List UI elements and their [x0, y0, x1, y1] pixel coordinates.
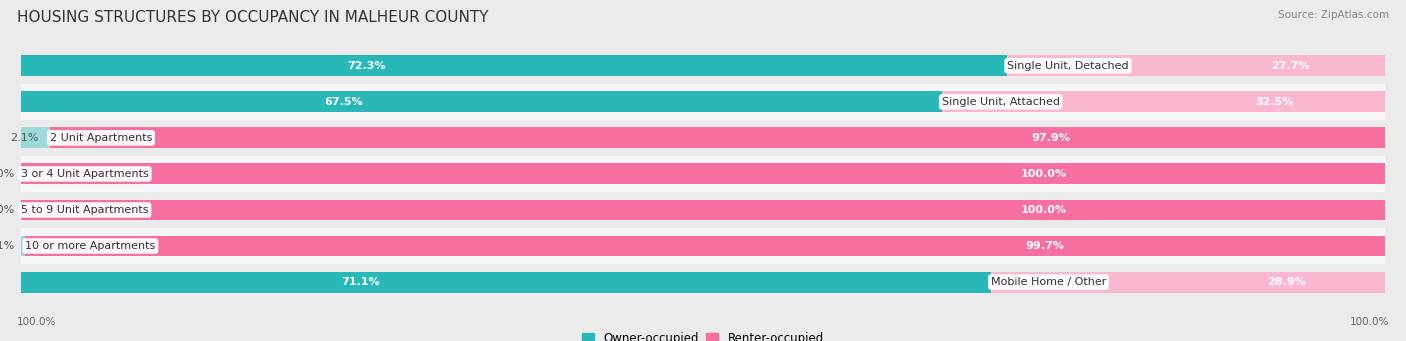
Text: 2 Unit Apartments: 2 Unit Apartments [49, 133, 152, 143]
Text: 0.0%: 0.0% [0, 169, 14, 179]
Text: HOUSING STRUCTURES BY OCCUPANCY IN MALHEUR COUNTY: HOUSING STRUCTURES BY OCCUPANCY IN MALHE… [17, 10, 488, 25]
Text: 100.0%: 100.0% [1021, 169, 1067, 179]
Bar [21, 163, 1385, 184]
Bar [21, 91, 942, 112]
Bar [991, 271, 1385, 293]
Bar [21, 128, 49, 148]
Text: 67.5%: 67.5% [323, 97, 363, 107]
Text: 2.1%: 2.1% [10, 133, 39, 143]
Bar [21, 199, 1385, 220]
Text: 100.0%: 100.0% [1021, 205, 1067, 215]
Text: 99.7%: 99.7% [1025, 241, 1064, 251]
Bar [21, 84, 1385, 120]
Text: 100.0%: 100.0% [17, 317, 56, 327]
Text: 32.5%: 32.5% [1256, 97, 1294, 107]
Bar [21, 264, 1385, 300]
Text: Source: ZipAtlas.com: Source: ZipAtlas.com [1278, 10, 1389, 20]
Text: Single Unit, Attached: Single Unit, Attached [942, 97, 1060, 107]
Bar [21, 228, 1385, 264]
Bar [21, 156, 1385, 192]
Text: 5 to 9 Unit Apartments: 5 to 9 Unit Apartments [21, 205, 149, 215]
Legend: Owner-occupied, Renter-occupied: Owner-occupied, Renter-occupied [578, 327, 828, 341]
Text: Mobile Home / Other: Mobile Home / Other [991, 277, 1107, 287]
Text: Single Unit, Detached: Single Unit, Detached [1007, 61, 1129, 71]
Text: 71.1%: 71.1% [342, 277, 380, 287]
Bar [21, 192, 1385, 228]
Text: 10 or more Apartments: 10 or more Apartments [25, 241, 156, 251]
Text: 0.0%: 0.0% [0, 205, 14, 215]
Text: 3 or 4 Unit Apartments: 3 or 4 Unit Apartments [21, 169, 149, 179]
Text: 28.9%: 28.9% [1267, 277, 1306, 287]
Text: 27.7%: 27.7% [1271, 61, 1310, 71]
Text: 100.0%: 100.0% [1350, 317, 1389, 327]
Text: 97.9%: 97.9% [1032, 133, 1070, 143]
Bar [49, 128, 1385, 148]
Bar [1007, 55, 1385, 76]
Text: 0.31%: 0.31% [0, 241, 14, 251]
Bar [25, 236, 1385, 256]
Bar [942, 91, 1385, 112]
Bar [21, 55, 1007, 76]
Bar [21, 236, 25, 256]
Text: 72.3%: 72.3% [347, 61, 385, 71]
Bar [21, 48, 1385, 84]
Bar [21, 271, 991, 293]
Bar [21, 120, 1385, 156]
